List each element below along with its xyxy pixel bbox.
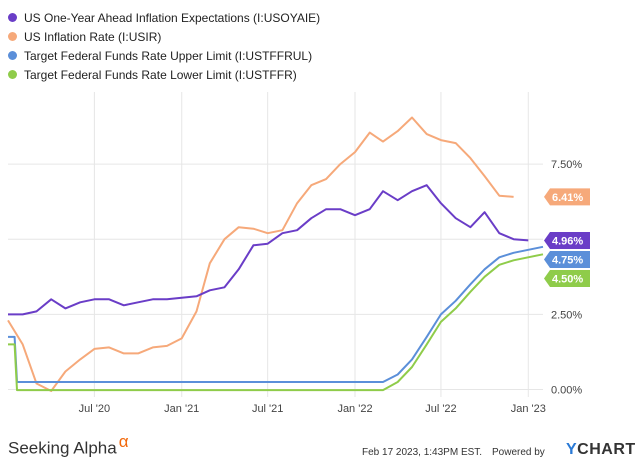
legend-item-fed-lower[interactable]: Target Federal Funds Rate Lower Limit (I… — [8, 65, 320, 84]
x-tick-label: Jan '23 — [511, 403, 546, 415]
y-tick-label: 0.00% — [551, 384, 582, 396]
legend-dot-fed-lower — [8, 70, 17, 79]
end-value-label: 4.50% — [552, 273, 583, 285]
series-line — [8, 253, 544, 392]
legend-label: US One-Year Ahead Inflation Expectations… — [24, 10, 321, 25]
legend-dot-inflation-expectations — [8, 13, 17, 22]
end-value-tag — [544, 231, 590, 249]
end-value-label: 6.41% — [552, 192, 583, 204]
brand-text: Seeking Alpha — [8, 438, 117, 458]
x-tick-label: Jul '22 — [425, 403, 456, 415]
chart-timestamp: Feb 17 2023, 1:43PM EST. — [362, 447, 483, 458]
series-line — [7, 116, 514, 392]
legend-item-inflation-rate[interactable]: US Inflation Rate (I:USIR) — [8, 27, 320, 46]
legend-item-inflation-expectations[interactable]: US One-Year Ahead Inflation Expectations… — [8, 8, 320, 27]
series-line — [8, 184, 529, 316]
y-tick-label: 7.50% — [551, 159, 582, 171]
chart-legend: US One-Year Ahead Inflation Expectations… — [8, 8, 320, 84]
end-value-tag — [544, 188, 590, 206]
series-line — [8, 245, 544, 383]
x-tick-label: Jul '20 — [79, 403, 110, 415]
end-value-label: 4.96% — [552, 235, 583, 247]
legend-dot-inflation-rate — [8, 32, 17, 41]
ycharts-logo: YCHARTS — [566, 441, 635, 459]
x-tick-label: Jan '22 — [337, 403, 372, 415]
x-tick-label: Jan '21 — [164, 403, 199, 415]
ycharts-logo-y: Y — [566, 441, 578, 458]
end-value-label: 4.75% — [552, 254, 583, 266]
legend-label: Target Federal Funds Rate Lower Limit (I… — [24, 67, 297, 82]
end-value-tag — [544, 250, 590, 268]
seeking-alpha-logo: Seeking Alpha α — [8, 432, 129, 459]
ycharts-logo-text: CHARTS — [577, 441, 635, 458]
legend-label: Target Federal Funds Rate Upper Limit (I… — [24, 48, 313, 63]
y-tick-label: 2.50% — [551, 309, 582, 321]
legend-item-fed-upper[interactable]: Target Federal Funds Rate Upper Limit (I… — [8, 46, 320, 65]
legend-label: US Inflation Rate (I:USIR) — [24, 29, 162, 44]
powered-by-text: Powered by — [492, 447, 545, 458]
alpha-mark: α — [118, 432, 129, 451]
legend-dot-fed-upper — [8, 51, 17, 60]
plot-area — [8, 92, 543, 397]
x-tick-label: Jul '21 — [252, 403, 283, 415]
end-value-tag — [544, 269, 590, 287]
